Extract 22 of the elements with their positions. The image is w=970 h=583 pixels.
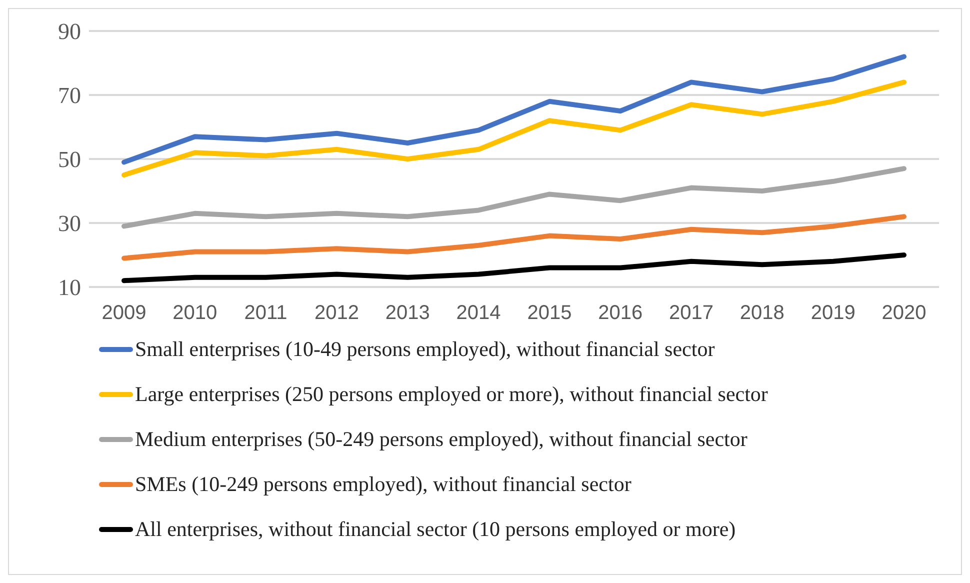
x-tick-label: 2014 [456, 302, 501, 324]
legend-label: All enterprises, without financial sector (10 persons employed or more) [135, 517, 736, 542]
x-tick-label: 2010 [172, 302, 218, 324]
y-tick-label: 70 [58, 83, 81, 108]
y-tick-label: 10 [58, 275, 81, 300]
x-tick-label: 2013 [385, 302, 430, 324]
legend-label: Medium enterprises (50-249 persons employed), without financial sector [135, 427, 748, 452]
legend-label: Large enterprises (250 persons employed or more), without financial sector [135, 382, 768, 407]
y-tick-label: 50 [58, 147, 81, 172]
x-tick-label: 2020 [882, 302, 926, 324]
y-tick-label: 90 [58, 19, 81, 44]
legend-label: SMEs (10-249 persons employed), without financial sector [135, 472, 632, 497]
legend-label: Small enterprises (10-49 persons employed), without financial sector [135, 337, 715, 362]
y-tick-label: 30 [58, 211, 81, 236]
x-tick-label: 2017 [669, 302, 714, 324]
x-tick-label: 2018 [740, 302, 784, 324]
x-tick-label: 2019 [810, 302, 856, 324]
x-tick-label: 2016 [598, 302, 643, 324]
x-tick-label: 2009 [102, 302, 146, 324]
x-tick-label: 2011 [244, 302, 288, 324]
x-tick-label: 2012 [314, 302, 359, 324]
x-tick-label: 2015 [527, 302, 572, 324]
